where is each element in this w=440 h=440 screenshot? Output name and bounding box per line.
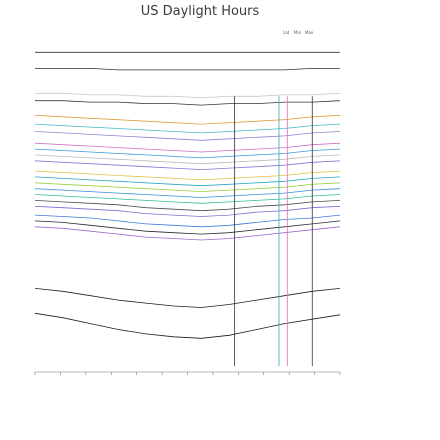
series-line-16 bbox=[34, 131, 341, 141]
legend-entry-0: Lat bbox=[283, 30, 290, 35]
chart-title: US Daylight Hours bbox=[141, 4, 260, 19]
series-line-18 bbox=[34, 114, 341, 125]
series-line-2 bbox=[34, 226, 341, 241]
legend: Lat Min Max bbox=[283, 30, 314, 35]
series-line-5 bbox=[34, 205, 341, 217]
vertical-lines-layer bbox=[234, 96, 313, 367]
legend-entry-1: Min bbox=[294, 30, 302, 35]
series-line-14 bbox=[34, 148, 341, 159]
series-line-10 bbox=[34, 176, 341, 187]
series-line-13 bbox=[34, 154, 341, 165]
series-line-1 bbox=[34, 288, 341, 308]
series-line-4 bbox=[34, 214, 341, 228]
x-axis bbox=[34, 371, 341, 375]
series-line-21 bbox=[35, 68, 340, 71]
series-line-17 bbox=[34, 123, 341, 134]
series-line-6 bbox=[34, 200, 341, 212]
series-line-9 bbox=[34, 182, 341, 193]
series-line-0 bbox=[34, 312, 341, 339]
series-line-7 bbox=[34, 194, 341, 204]
legend-entry-2: Max bbox=[305, 30, 314, 35]
series-line-20 bbox=[35, 92, 341, 99]
series-line-8 bbox=[34, 188, 341, 198]
series-line-15 bbox=[34, 142, 341, 153]
series-line-19 bbox=[35, 100, 341, 106]
series-line-11 bbox=[34, 170, 341, 181]
series-line-3 bbox=[34, 220, 341, 235]
series-layer bbox=[34, 51, 341, 339]
series-line-12 bbox=[34, 160, 341, 171]
